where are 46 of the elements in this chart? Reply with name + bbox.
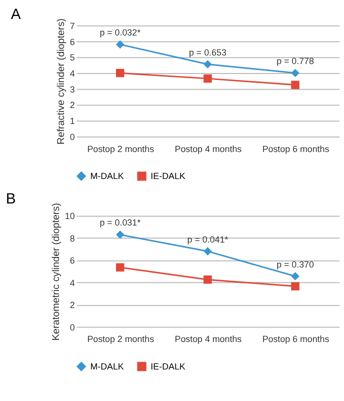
y-tick-label: 6 (70, 36, 75, 47)
x-tick-label: Postop 2 months (87, 144, 155, 154)
point (291, 272, 300, 280)
legend-label: M-DALK (90, 361, 124, 372)
annotation: p = 0.778 (276, 56, 314, 66)
x-tick-label: Postop 4 months (174, 144, 242, 154)
point (204, 60, 212, 68)
annotation: p = 0.041* (187, 234, 229, 244)
legend-label: M-DALK (90, 171, 124, 182)
y-tick-label: 2 (70, 300, 75, 310)
y-tick-label: 1 (70, 116, 75, 126)
y-tick-label: 4 (70, 68, 75, 78)
annotation: p = 0.370 (276, 259, 314, 270)
y-tick-label: 5 (70, 52, 75, 63)
point (116, 68, 124, 78)
y-tick-label: 0 (70, 132, 75, 142)
y-tick-label: 3 (70, 84, 75, 94)
legend-label: IE-DALK (150, 171, 186, 182)
x-tick-label: Postop 6 months (262, 334, 330, 344)
y-tick-label: 6 (70, 256, 75, 266)
point (116, 40, 124, 49)
point (116, 230, 124, 239)
x-tick-label: Postop 4 months (174, 334, 242, 344)
y-tick-label: 10 (64, 211, 75, 222)
y-tick-label: 8 (70, 233, 75, 244)
annotation: p = 0.031* (100, 218, 142, 228)
annotation: p = 0.653 (188, 47, 226, 58)
y-axis-title: Refractive cylinder (diopters) (56, 18, 67, 144)
point (204, 275, 212, 284)
point (116, 263, 124, 272)
y-tick-label: 4 (70, 278, 75, 288)
chart-title: B (6, 191, 16, 208)
y-tick-label: 2 (70, 100, 75, 110)
y-tick-label: 0 (70, 322, 75, 332)
x-tick-label: Postop 6 months (262, 144, 330, 154)
point (204, 74, 212, 83)
x-tick-label: Postop 2 months (87, 334, 155, 344)
y-tick-label: 7 (70, 20, 75, 31)
annotation: p = 0.032* (100, 28, 142, 38)
point (204, 247, 212, 256)
chart-title: A (10, 6, 21, 23)
y-axis-title: Keratometric cylinder (diopters) (50, 202, 62, 341)
point (291, 68, 300, 78)
point (291, 282, 300, 290)
legend-label: IE-DALK (150, 361, 186, 372)
point (291, 80, 300, 90)
